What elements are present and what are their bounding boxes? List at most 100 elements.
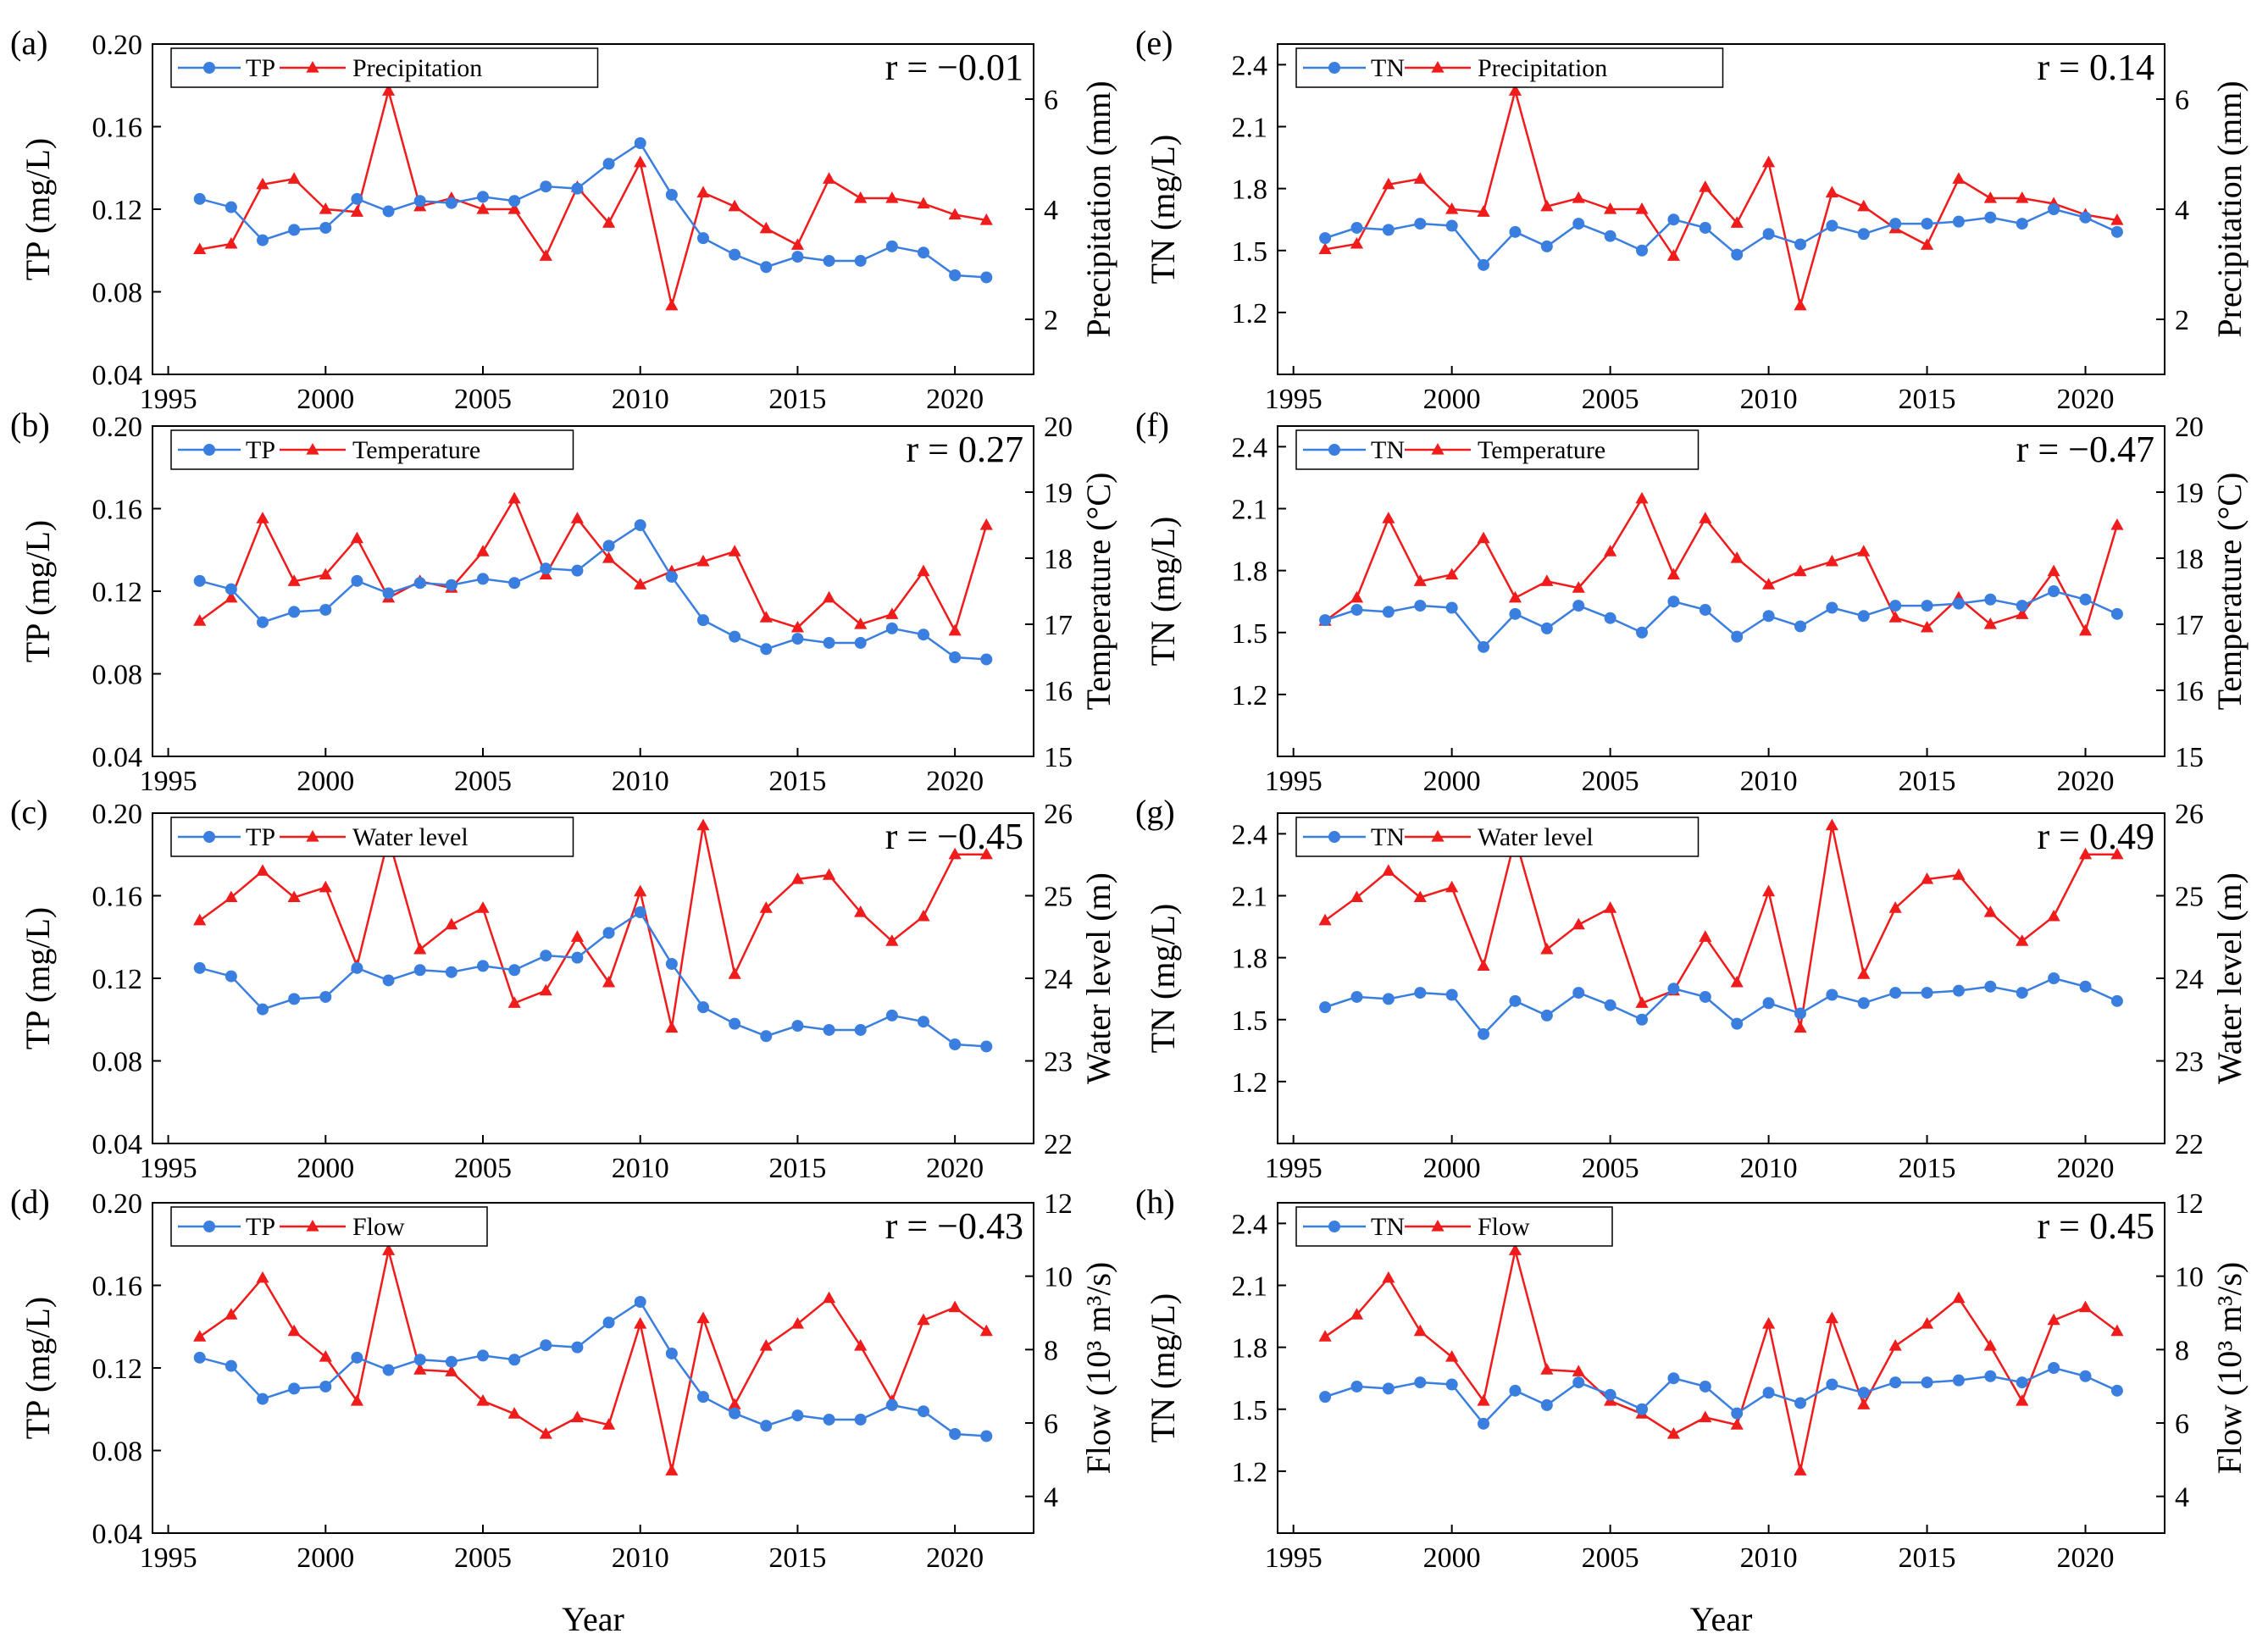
data-point-primary [634,519,646,531]
data-point-secondary [854,905,868,917]
data-point-secondary [193,913,207,926]
data-point-secondary [854,1339,868,1351]
data-point-secondary [1920,238,1934,250]
data-point-secondary [759,611,773,623]
data-point-secondary [665,1464,679,1476]
data-point-primary [1319,1391,1332,1404]
data-point-secondary [1794,1464,1807,1476]
data-point-primary [193,961,206,974]
data-point-secondary [1445,1350,1459,1362]
y-right-axis-title: Precipitation (mm) [2210,80,2249,337]
data-point-primary [1636,626,1649,639]
data-point-secondary [979,518,993,530]
y-right-axis-title: Flow (10³ m³/s) [1079,1262,1117,1475]
legend-label-primary: TN [1371,1213,1405,1241]
y-right-tick-label: 12 [2175,1188,2204,1220]
data-point-primary [1572,218,1585,230]
data-point-secondary [1477,205,1490,217]
data-point-primary [760,261,773,274]
data-point-secondary [1761,884,1776,897]
data-point-secondary [822,868,836,880]
data-point-secondary [1730,1418,1744,1430]
data-point-primary [571,951,584,964]
data-point-secondary [256,1271,269,1283]
legend-label-primary: TP [246,436,275,464]
data-point-secondary [1318,913,1332,926]
y-right-tick-label: 10 [1044,1262,1073,1293]
data-point-primary [413,195,426,208]
data-point-primary [1762,997,1775,1010]
data-point-secondary [854,191,868,203]
data-point-primary [602,927,615,939]
y-left-tick-label: 0.08 [92,1437,143,1468]
data-point-primary [382,1364,395,1376]
x-tick-label: 2015 [768,384,826,415]
data-point-primary [1762,610,1775,623]
data-point-primary [634,137,646,149]
data-point-primary [1699,221,1711,234]
data-point-secondary [225,1308,238,1320]
data-point-secondary [1761,578,1776,590]
data-point-primary [885,1009,898,1022]
data-point-primary [319,603,332,616]
panel-a: 1995 2000 2005 2010 2015 2020 0.04 0.08 0.12 0.16… [10,24,1117,415]
series-line-precipitation [1324,86,2118,307]
x-tick-label: 2010 [1740,384,1798,415]
data-point-primary [2079,593,2092,606]
legend: TP Precipitation [170,47,599,88]
data-point-primary [257,1393,269,1405]
data-point-primary [1952,215,1965,228]
data-point-primary [1350,990,1363,1003]
data-point-secondary [2078,1300,2093,1313]
data-point-secondary [948,623,962,636]
data-point-secondary [350,205,364,217]
y-right-tick-label: 12 [1044,1188,1073,1220]
data-point-secondary [1572,1365,1585,1376]
series-line-temperature [1324,496,2119,634]
data-point-primary [729,1407,741,1420]
data-point-secondary [225,236,238,249]
legend-label-secondary: Temperature [352,436,480,464]
data-point-primary [665,957,678,970]
data-point-primary [1319,614,1332,627]
legend-marker-secondary [306,830,319,842]
x-tick-label: 2015 [1899,1542,1956,1574]
data-point-secondary [1666,249,1681,261]
data-point-primary [2048,1362,2060,1374]
data-point-primary [1731,248,1744,261]
data-point-secondary [2110,518,2124,530]
data-point-secondary [822,590,836,603]
data-point-secondary [507,1407,521,1419]
y-right-axis-title: Flow (10³ m³/s) [2210,1262,2249,1475]
data-point-primary [1414,1376,1427,1389]
y-left-tick-label: 2.4 [1232,50,1268,81]
data-point-secondary [1635,202,1649,214]
legend-marker-primary [203,62,215,74]
data-point-secondary [696,818,710,831]
y-left-axis-title: TP (mg/L) [19,520,57,663]
data-point-primary [697,1001,709,1014]
data-point-primary [1984,593,1997,606]
data-point-primary [1382,606,1395,618]
data-point-primary [288,224,301,236]
data-point-primary [1921,218,1933,230]
data-point-primary [760,643,773,656]
data-point-secondary [1477,531,1490,544]
x-axis-title-2: Year [1690,1600,1753,1638]
x-tick-label: 2020 [2057,384,2115,415]
x-tick-label: 2020 [926,384,984,415]
data-point-secondary [1666,1427,1681,1439]
data-point-primary [1699,1380,1711,1393]
data-point-primary [665,188,678,201]
data-point-primary [257,616,269,628]
data-point-secondary [256,177,269,190]
data-point-secondary [1730,975,1744,988]
data-point-primary [1540,1009,1553,1022]
data-point-secondary [634,884,647,897]
panel-b: 1995 2000 2005 2010 2015 20200.040.080.120.16… [10,406,1117,797]
data-point-primary [823,254,835,267]
data-point-secondary [225,590,238,603]
x-tick-label: 2020 [926,1542,984,1574]
data-point-primary [854,1023,867,1036]
y-right-tick-label: 15 [2175,742,2204,773]
